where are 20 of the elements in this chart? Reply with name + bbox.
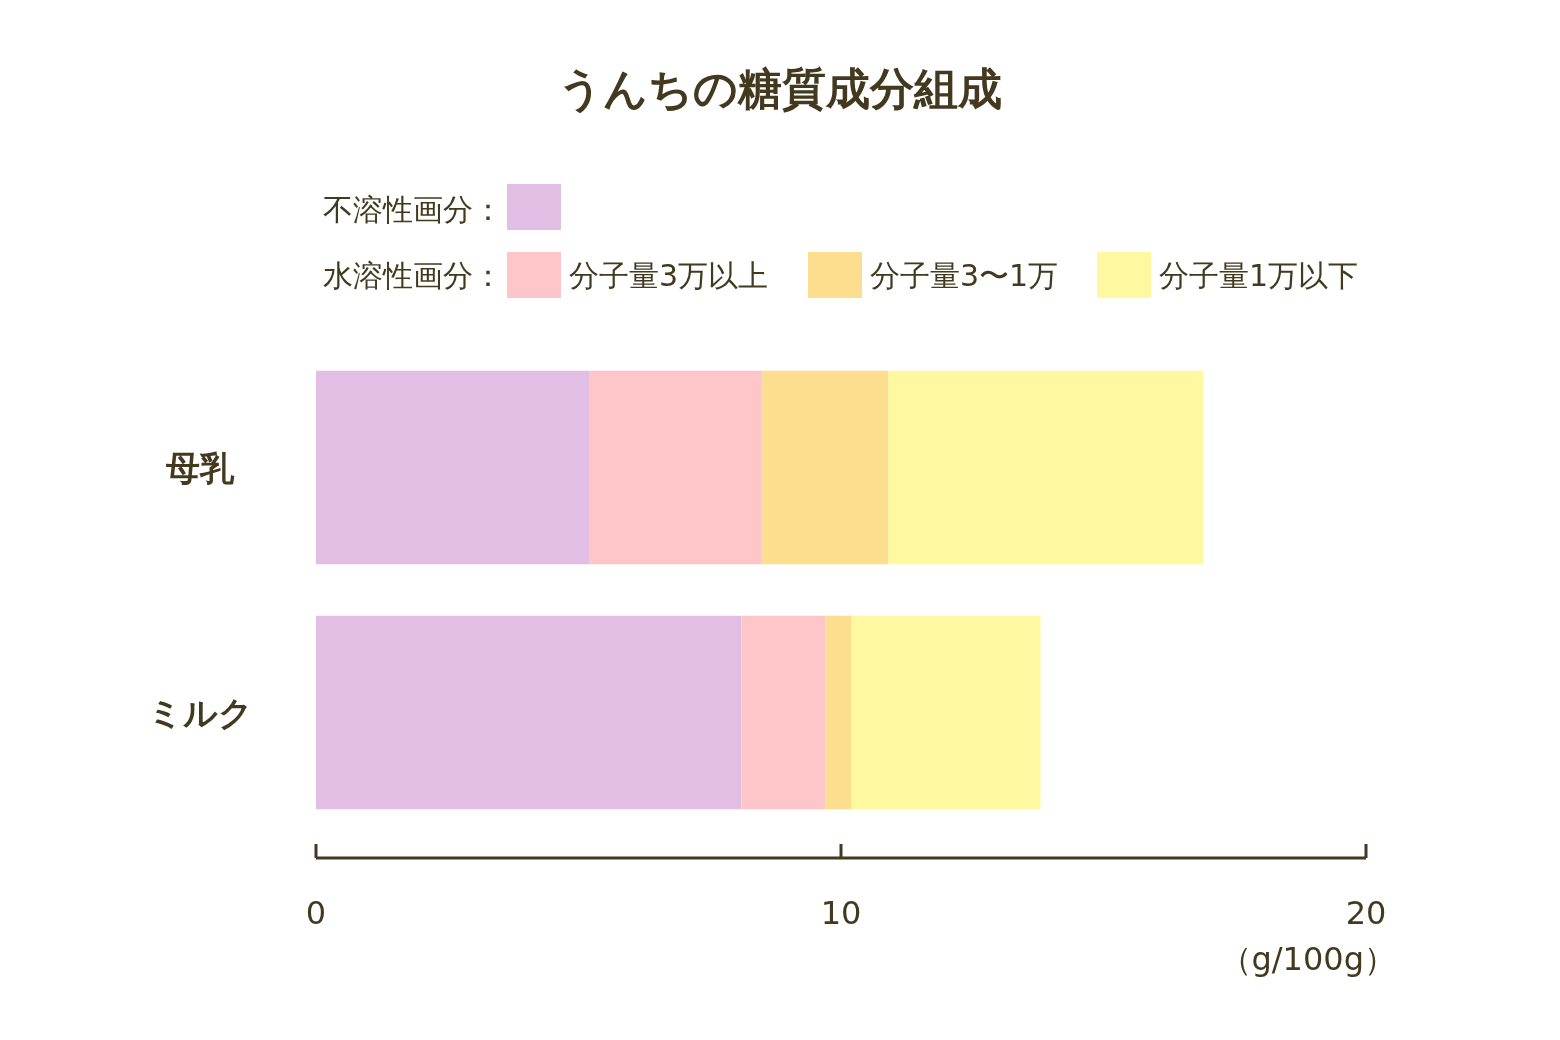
x-tick-label: 0 [305,894,327,932]
bar [851,615,1041,810]
x-tick-label: 10 [820,894,862,932]
bar [762,370,889,565]
bar [888,370,1204,565]
bar [316,615,742,810]
bar [741,615,826,810]
y-tick-label: 母乳 [165,447,235,488]
legend-label: 分子量1万以下 [1159,258,1359,293]
text: 水溶性画分： [323,258,503,293]
bar [316,370,589,565]
chart-title: うんちの糖質成分組成 [558,63,1002,114]
legend-label: 分子量3万以上 [569,258,769,293]
bar [589,370,763,565]
x-axis-title: （g/100g） [1219,940,1396,978]
text: 不溶性画分： [323,192,503,227]
legend-label: 分子量3〜1万 [870,258,1059,293]
y-tick-label: ミルク [147,692,253,733]
x-tick-label: 20 [1345,894,1387,932]
bar [825,615,852,810]
